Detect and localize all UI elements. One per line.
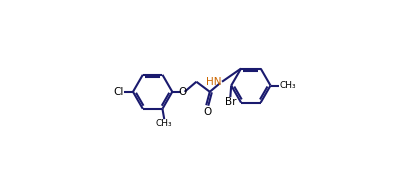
Text: O: O	[179, 87, 187, 97]
Text: O: O	[203, 107, 211, 117]
Text: CH₃: CH₃	[156, 119, 173, 128]
Text: Br: Br	[225, 97, 236, 107]
Text: Cl: Cl	[113, 87, 124, 97]
Text: CH₃: CH₃	[280, 81, 296, 90]
Text: HN: HN	[206, 77, 222, 87]
